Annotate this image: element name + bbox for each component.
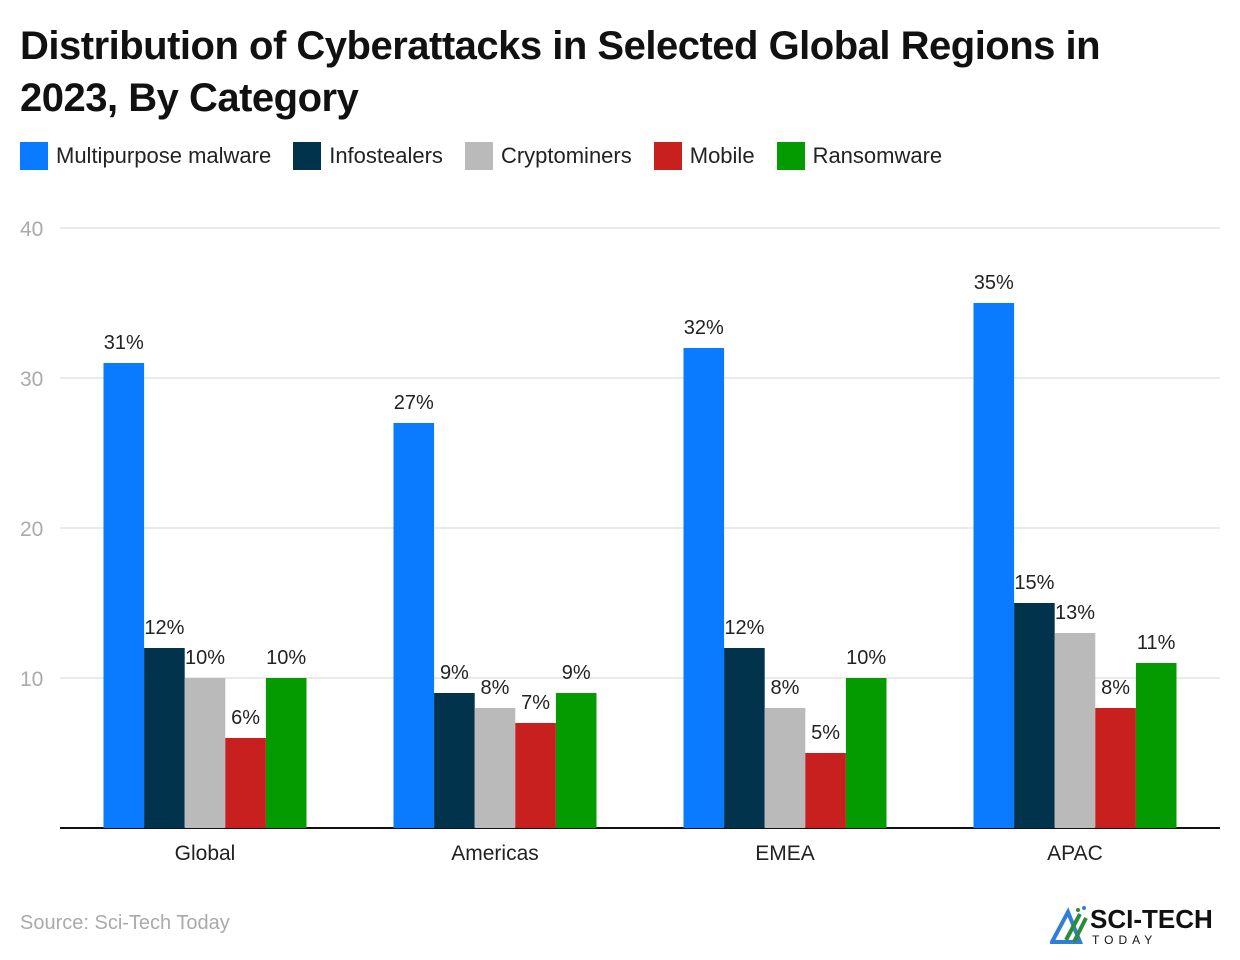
bar: [184, 678, 226, 828]
bar: [434, 693, 475, 828]
bar: [225, 738, 266, 828]
data-label: 10%: [266, 647, 306, 669]
bar: [144, 648, 185, 828]
sci-tech-today-logo: SCI-TECH TODAY: [1050, 904, 1213, 947]
data-label: 31%: [104, 332, 144, 354]
svg-text:SCI-TECH: SCI-TECH: [1090, 904, 1213, 934]
bar: [1014, 603, 1055, 828]
bar: [265, 678, 307, 828]
svg-text:TODAY: TODAY: [1092, 933, 1157, 947]
data-label: 9%: [562, 662, 591, 684]
data-label: 12%: [724, 617, 764, 639]
x-tick-label: APAC: [1047, 842, 1103, 865]
data-label: 8%: [481, 677, 510, 699]
legend-item: Multipurpose malware: [20, 142, 271, 170]
bar: [555, 693, 597, 828]
y-tick-label: 20: [20, 518, 43, 541]
legend-swatch: [776, 142, 805, 170]
data-label: 35%: [974, 272, 1014, 294]
legend-label: Infostealers: [329, 143, 443, 168]
legend-item: Mobile: [653, 142, 755, 170]
data-label: 27%: [394, 392, 434, 414]
data-label: 11%: [1137, 632, 1176, 654]
data-label: 6%: [231, 707, 260, 729]
x-tick-label: Americas: [451, 842, 539, 865]
bar: [973, 303, 1015, 828]
bar: [805, 753, 846, 828]
y-tick-label: 40: [20, 218, 43, 241]
bar: [845, 678, 887, 828]
legend-item: Cryptominers: [464, 142, 632, 170]
bar: [393, 423, 435, 828]
bar: [724, 648, 765, 828]
y-tick-label: 30: [20, 368, 43, 391]
data-label: 12%: [144, 617, 184, 639]
legend-swatch: [464, 142, 493, 170]
legend-label: Ransomware: [812, 143, 943, 168]
data-label: 32%: [684, 317, 724, 339]
data-label: 15%: [1014, 572, 1054, 594]
data-label: 10%: [846, 647, 886, 669]
y-tick-label: 10: [20, 668, 43, 691]
legend-swatch: [20, 142, 48, 170]
bar: [1054, 633, 1096, 828]
legend: Multipurpose malware Infostealers Cryptomi…: [20, 142, 964, 170]
data-label: 7%: [521, 692, 550, 714]
legend-label: Multipurpose malware: [56, 143, 272, 168]
bar: [683, 348, 725, 828]
bar: [474, 708, 516, 828]
bar: [764, 708, 806, 828]
legend-label: Cryptominers: [500, 143, 632, 168]
legend-label: Mobile: [689, 143, 755, 168]
data-label: 10%: [185, 647, 225, 669]
legend-item: Ransomware: [776, 142, 943, 170]
bar: [515, 723, 556, 828]
legend-item: Infostealers: [293, 142, 443, 170]
legend-swatch: [293, 142, 322, 170]
x-tick-label: EMEA: [755, 842, 815, 865]
bar: [1135, 663, 1177, 828]
x-tick-label: Global: [175, 842, 236, 865]
legend-swatch: [653, 142, 682, 170]
data-label: 8%: [1101, 677, 1130, 699]
data-label: 8%: [771, 677, 800, 699]
bar: [103, 363, 145, 828]
source-note: Source: Sci-Tech Today: [20, 912, 230, 934]
bar: [1095, 708, 1136, 828]
data-label: 5%: [811, 722, 840, 744]
data-label: 13%: [1055, 602, 1095, 624]
data-label: 9%: [440, 662, 469, 684]
chart-title: Distribution of Cyberattacks in Selected…: [20, 24, 1101, 120]
